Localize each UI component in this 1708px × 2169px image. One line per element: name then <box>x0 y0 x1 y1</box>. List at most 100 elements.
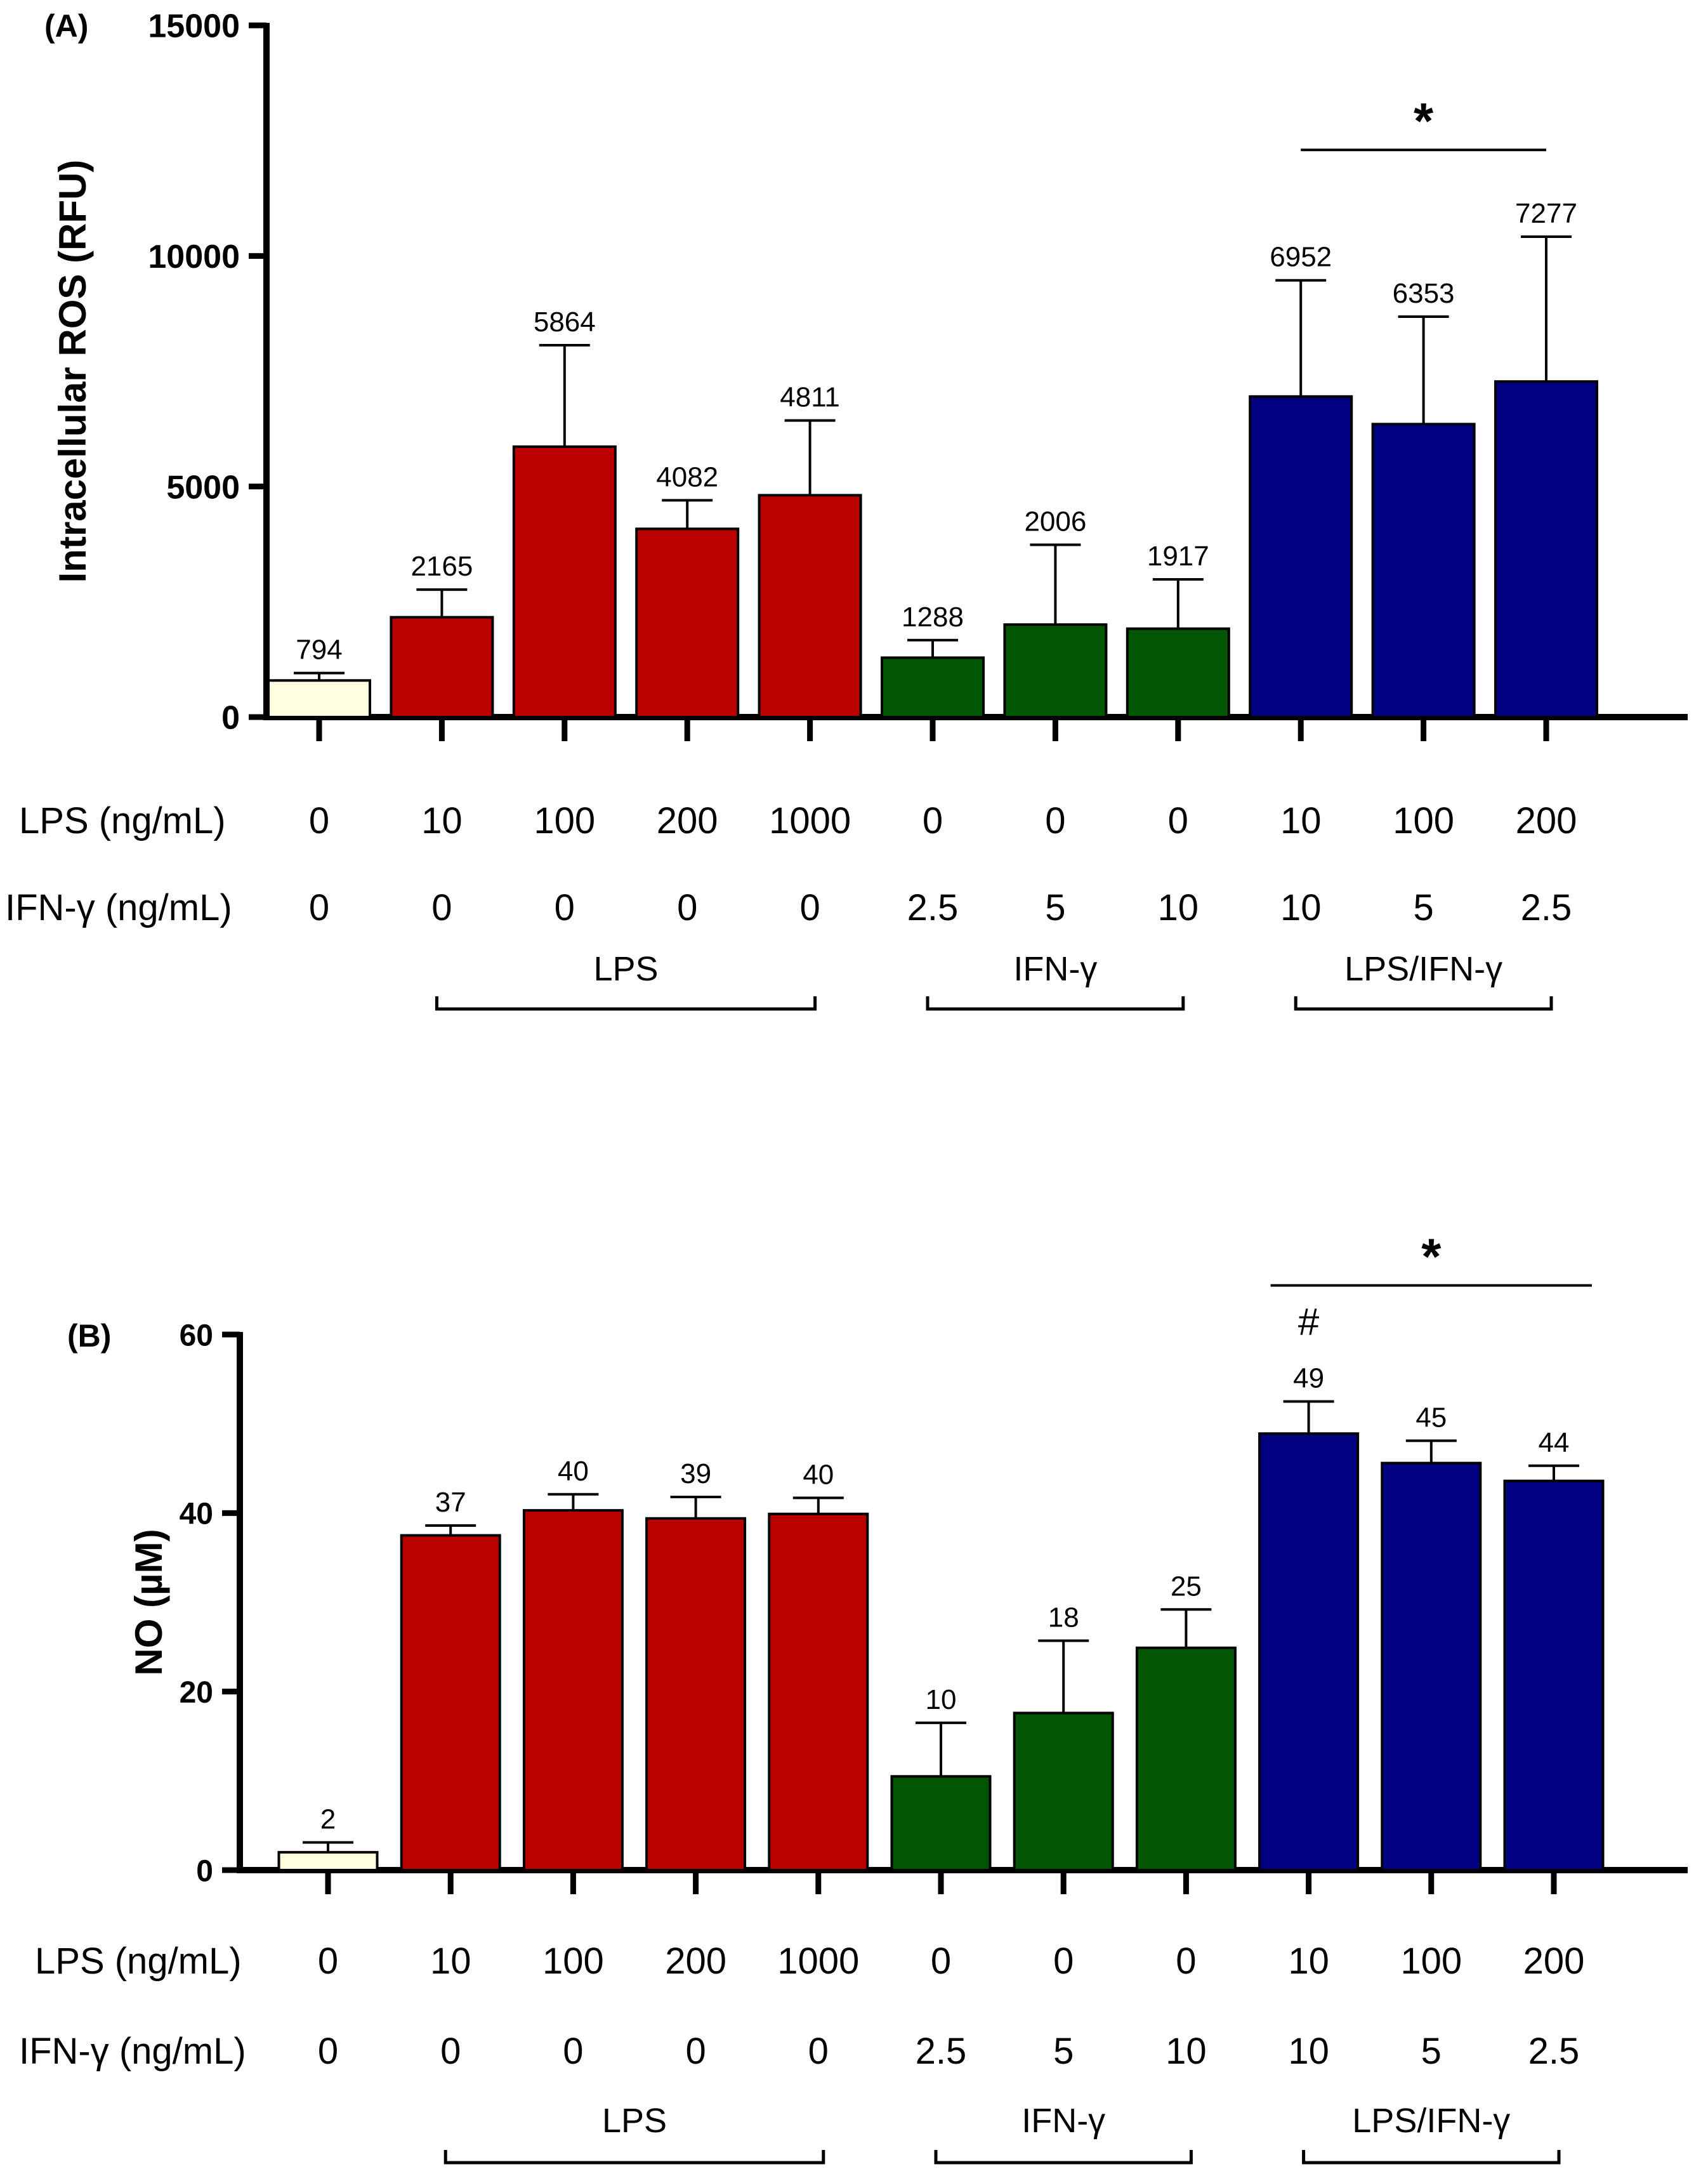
lps-value: 200 <box>657 800 718 841</box>
chart-panel-b: (B)NO (µM)020406020037100401000392000401… <box>19 1229 1688 2165</box>
ifn-value: 0 <box>440 2031 461 2072</box>
value-label: 1917 <box>1147 541 1209 572</box>
ifn-value: 0 <box>555 887 575 928</box>
y-tick-label: 60 <box>180 1319 213 1352</box>
value-label: 4082 <box>656 461 718 492</box>
value-label: 6952 <box>1270 242 1332 273</box>
ifn-value: 5 <box>1053 2031 1074 2072</box>
group-label: IFN-γ <box>1013 950 1097 988</box>
y-tick-label: 20 <box>180 1676 213 1710</box>
ifn-value: 0 <box>431 887 452 928</box>
ifn-value: 5 <box>1413 887 1433 928</box>
lps-value: 0 <box>1176 1941 1196 1982</box>
lps-value: 200 <box>665 1941 726 1982</box>
value-label: 18 <box>1048 1602 1079 1633</box>
group-bracket <box>1294 996 1553 1011</box>
lps-value: 0 <box>1053 1941 1074 1982</box>
significance-star: * <box>1421 1229 1442 1285</box>
y-tick-label: 0 <box>196 1854 213 1888</box>
value-label: 49 <box>1293 1363 1324 1394</box>
group-label: LPS <box>602 2102 667 2140</box>
lps-value: 10 <box>421 800 463 841</box>
y-tick-label: 5000 <box>166 469 240 506</box>
y-tick-label: 0 <box>221 700 240 737</box>
group-label: IFN-γ <box>1022 2102 1105 2140</box>
ifn-value: 0 <box>677 887 697 928</box>
value-label: 7277 <box>1515 198 1577 229</box>
group-label: LPS/IFN-γ <box>1352 2102 1510 2140</box>
panel-label: (A) <box>44 8 88 44</box>
lps-value: 1000 <box>777 1941 859 1982</box>
lps-value: 0 <box>309 800 329 841</box>
hash-mark: # <box>1298 1301 1320 1343</box>
bar <box>1381 1461 1482 1872</box>
lps-value: 1000 <box>769 800 851 841</box>
value-label: 39 <box>680 1458 711 1489</box>
lps-value: 100 <box>1393 800 1454 841</box>
panel-label: (B) <box>67 1318 111 1354</box>
group-bracket <box>926 996 1185 1011</box>
value-label: 37 <box>435 1487 466 1518</box>
bar <box>881 656 985 718</box>
bar <box>267 679 371 718</box>
ifn-value: 10 <box>1166 2031 1207 2072</box>
ifn-value: 5 <box>1421 2031 1442 2072</box>
y-tick-label: 40 <box>180 1498 213 1531</box>
group-label: LPS <box>593 950 658 988</box>
value-label: 25 <box>1171 1571 1202 1602</box>
bar <box>1013 1711 1114 1872</box>
bar <box>1258 1432 1360 1871</box>
ifn-value: 2.5 <box>907 887 959 928</box>
lps-value: 0 <box>931 1941 951 1982</box>
value-label: 2165 <box>411 551 473 582</box>
ifn-row-label: IFN-γ (ng/mL) <box>5 887 232 928</box>
value-label: 4811 <box>780 382 840 413</box>
lps-value: 200 <box>1523 1941 1585 1982</box>
bar <box>522 1509 624 1871</box>
ifn-value: 0 <box>318 2031 338 2072</box>
ifn-value: 0 <box>799 887 820 928</box>
bar <box>1249 395 1353 719</box>
group-bracket <box>934 2150 1193 2165</box>
bar <box>400 1534 501 1871</box>
value-label: 44 <box>1539 1427 1570 1458</box>
group-bracket <box>1302 2150 1561 2165</box>
ifn-value: 5 <box>1045 887 1065 928</box>
value-label: 10 <box>926 1684 957 1715</box>
ifn-value: 2.5 <box>1528 2031 1580 2072</box>
lps-value: 10 <box>430 1941 471 1982</box>
lps-value: 10 <box>1288 1941 1329 1982</box>
ifn-value: 0 <box>563 2031 583 2072</box>
bar <box>390 616 494 719</box>
chart-panel-a: (A)Intracellular ROS (RFU)05000100001500… <box>5 8 1688 1011</box>
lps-value: 0 <box>1168 800 1188 841</box>
group-bracket <box>443 2150 825 2165</box>
ifn-value: 0 <box>685 2031 706 2072</box>
lps-row-label: LPS (ng/mL) <box>35 1941 242 1982</box>
lps-value: 0 <box>1045 800 1065 841</box>
significance-star: * <box>1414 93 1434 149</box>
value-label: 794 <box>296 635 342 666</box>
bar <box>277 1850 379 1872</box>
lps-row-label: LPS (ng/mL) <box>19 800 226 841</box>
lps-value: 0 <box>923 800 943 841</box>
lps-value: 100 <box>1400 1941 1462 1982</box>
value-label: 5864 <box>534 307 596 338</box>
bar <box>1135 1646 1237 1871</box>
lps-value: 100 <box>542 1941 604 1982</box>
ifn-value: 2.5 <box>1521 887 1572 928</box>
value-label: 40 <box>558 1456 589 1487</box>
y-axis-title: Intracellular ROS (RFU) <box>51 160 94 583</box>
bar <box>890 1775 992 1872</box>
bar <box>512 445 617 719</box>
value-label: 1288 <box>902 602 964 633</box>
value-label: 45 <box>1416 1402 1447 1433</box>
bar <box>645 1517 747 1872</box>
ifn-value: 10 <box>1158 887 1199 928</box>
ifn-value: 0 <box>808 2031 829 2072</box>
y-tick-label: 10000 <box>148 239 240 275</box>
value-label: 2 <box>320 1803 336 1835</box>
value-label: 40 <box>803 1459 834 1490</box>
ifn-value: 2.5 <box>916 2031 967 2072</box>
